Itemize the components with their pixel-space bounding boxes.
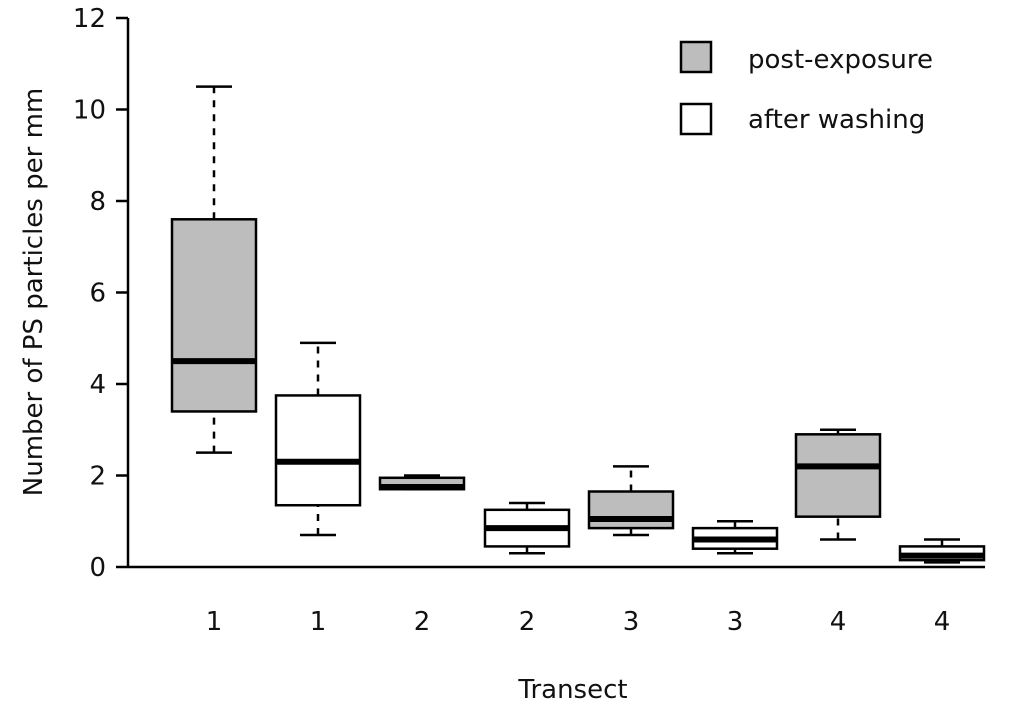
x-tick-label: 2	[519, 607, 536, 637]
iqr-box	[794, 433, 882, 518]
box-4	[483, 501, 571, 555]
box-7	[794, 428, 882, 541]
y-axis: 0 2 4 6 8 10 12	[73, 4, 130, 583]
y-tick-label: 4	[89, 370, 106, 400]
x-tick-label: 3	[623, 607, 640, 637]
x-axis: 1 1 2 2 3 3 4 4	[128, 565, 985, 637]
iqr-box	[587, 490, 675, 530]
boxes	[170, 85, 986, 564]
legend-label-after-washing: after washing	[748, 105, 925, 135]
y-tick-label: 6	[89, 279, 106, 309]
x-tick-label: 4	[934, 607, 951, 637]
y-tick-label: 10	[73, 96, 106, 126]
legend: post-exposure after washing	[679, 40, 933, 136]
x-tick-label: 2	[414, 607, 431, 637]
legend-swatch-after-washing	[679, 102, 713, 136]
box-1	[170, 85, 258, 454]
box-3	[378, 474, 466, 491]
y-tick-label: 0	[89, 553, 106, 583]
box-6	[691, 520, 779, 555]
x-tick-label: 1	[310, 607, 327, 637]
y-axis-title: Number of PS particles per mm	[19, 88, 49, 496]
iqr-box	[274, 394, 362, 507]
iqr-box	[170, 218, 258, 413]
y-tick-label: 2	[89, 462, 106, 492]
x-tick-label: 3	[727, 607, 744, 637]
box-2	[274, 341, 362, 537]
x-axis-title: Transect	[517, 675, 627, 705]
y-tick-label: 8	[89, 187, 106, 217]
box-5	[587, 465, 675, 537]
legend-swatch-post-exposure	[679, 40, 713, 74]
box-8	[898, 538, 986, 564]
y-tick-label: 12	[73, 4, 106, 34]
x-tick-label: 1	[206, 607, 223, 637]
x-tick-label: 4	[830, 607, 847, 637]
legend-label-post-exposure: post-exposure	[748, 45, 933, 75]
